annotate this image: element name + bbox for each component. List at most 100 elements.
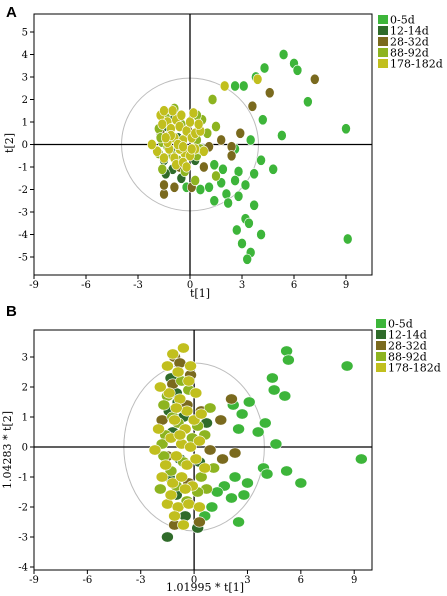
x-tick-label: 6 — [291, 280, 297, 291]
data-point — [235, 408, 249, 420]
data-point — [195, 184, 206, 196]
data-point — [162, 387, 176, 399]
data-point — [216, 453, 229, 465]
data-point — [256, 154, 266, 166]
data-point — [169, 181, 180, 193]
data-point — [221, 188, 232, 200]
y-tick-label: -2 — [18, 503, 28, 514]
y-axis-label: 1.04283 * t[2] — [1, 411, 14, 489]
data-point — [232, 516, 245, 528]
data-point — [245, 134, 256, 146]
data-point — [294, 477, 308, 489]
data-point — [152, 423, 165, 435]
data-point — [177, 519, 190, 531]
y-tick-label: -4 — [18, 563, 28, 574]
legend-swatch — [378, 48, 388, 57]
data-point — [182, 498, 196, 510]
data-point — [232, 224, 242, 236]
data-point — [225, 393, 238, 405]
data-point — [178, 510, 192, 522]
data-point — [238, 80, 249, 92]
data-point — [198, 462, 212, 474]
x-tick-label: 0 — [191, 575, 197, 586]
data-point — [278, 390, 292, 402]
x-tick-label: -6 — [82, 575, 92, 586]
legend-swatch — [376, 363, 386, 372]
data-point — [230, 80, 240, 92]
data-points — [147, 48, 353, 265]
y-tick-label: 0 — [22, 443, 28, 454]
data-point — [226, 150, 237, 162]
legend-label: 0-5d — [390, 14, 415, 27]
panel-letter-b: B — [6, 303, 17, 320]
data-point — [223, 197, 233, 209]
x-tick-label: -3 — [136, 575, 146, 586]
data-point — [264, 87, 275, 99]
data-point — [341, 123, 351, 135]
data-point — [269, 438, 283, 450]
x-axis-label: t[1] — [190, 287, 210, 300]
data-point — [258, 417, 272, 429]
legend-label: 88-92d — [390, 47, 429, 60]
data-point — [168, 414, 181, 426]
data-point — [342, 233, 353, 245]
data-point — [267, 384, 281, 396]
legend-swatch — [378, 26, 388, 35]
y-tick-label: -3 — [18, 208, 28, 219]
legend-swatch — [378, 15, 388, 24]
data-point — [190, 175, 200, 187]
y-tick-label: -4 — [18, 230, 28, 241]
legend-swatch — [378, 37, 388, 46]
legend-label: 0-5d — [388, 318, 413, 331]
data-point — [259, 62, 270, 74]
data-point — [159, 152, 169, 164]
data-point — [214, 414, 228, 426]
data-point — [182, 375, 196, 387]
y-tick-label: -3 — [18, 533, 28, 544]
y-axis-label: t[2] — [3, 133, 16, 153]
data-point — [232, 423, 245, 435]
x-tick-label: 0 — [187, 280, 193, 291]
data-point — [154, 381, 167, 393]
data-point — [184, 360, 197, 372]
data-point — [180, 405, 194, 417]
legend-label: 28-32d — [390, 36, 429, 49]
data-point — [168, 510, 181, 522]
legend-label: 28-32d — [388, 340, 427, 353]
y-tick-label: 2 — [22, 383, 28, 394]
data-points — [148, 342, 368, 543]
data-point — [235, 127, 246, 139]
data-point — [147, 139, 157, 151]
data-point — [189, 453, 203, 465]
data-point — [186, 143, 197, 155]
data-point — [225, 492, 238, 504]
data-point — [173, 357, 187, 369]
data-point — [209, 159, 220, 171]
data-point — [230, 175, 240, 187]
data-point — [157, 118, 168, 130]
data-point — [176, 109, 187, 121]
data-point — [278, 48, 289, 60]
x-tick-label: 9 — [343, 280, 349, 291]
y-tick-label: -5 — [18, 253, 28, 264]
data-point — [205, 501, 219, 513]
data-point — [219, 80, 230, 92]
data-point — [218, 163, 228, 175]
data-point — [154, 483, 167, 495]
data-point — [166, 348, 180, 360]
data-point — [181, 161, 192, 173]
data-point — [240, 179, 251, 191]
data-point — [157, 163, 168, 175]
data-point — [242, 253, 252, 265]
data-point — [244, 217, 254, 229]
data-point — [160, 132, 171, 144]
legend-swatch — [378, 59, 388, 68]
data-point — [155, 471, 169, 483]
data-point — [203, 402, 217, 414]
data-point — [193, 118, 204, 130]
data-point — [237, 238, 247, 250]
data-point — [257, 114, 268, 126]
